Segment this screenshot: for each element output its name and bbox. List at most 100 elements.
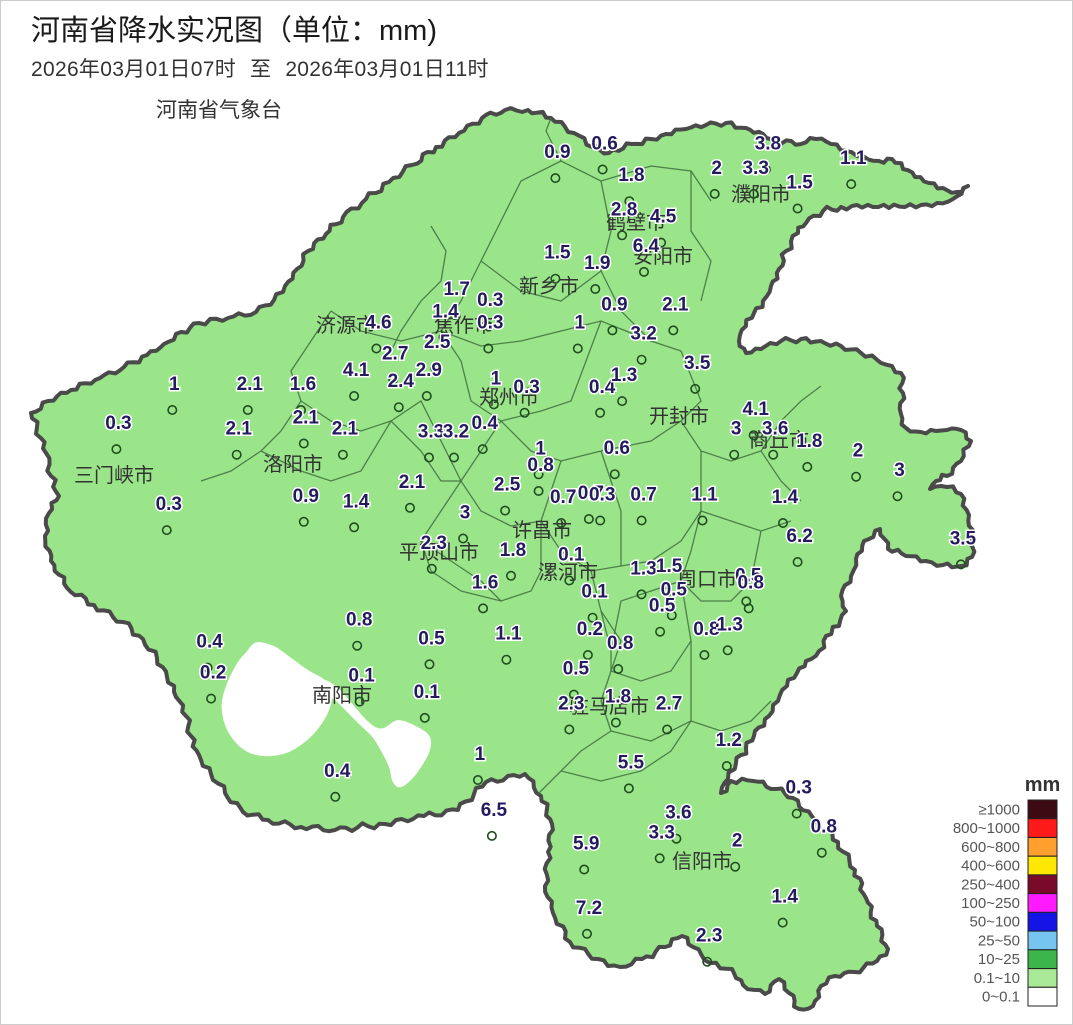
- svg-text:mm: mm: [1025, 774, 1061, 796]
- svg-text:5.9: 5.9: [573, 834, 599, 855]
- svg-text:0.7: 0.7: [550, 487, 576, 508]
- svg-text:2.3: 2.3: [558, 694, 584, 715]
- svg-text:7.2: 7.2: [576, 898, 602, 919]
- svg-text:3.3: 3.3: [648, 822, 674, 843]
- svg-text:1: 1: [575, 313, 586, 334]
- svg-text:0.1~10: 0.1~10: [974, 970, 1020, 987]
- svg-text:25~50: 25~50: [978, 933, 1020, 950]
- svg-text:0.8: 0.8: [607, 633, 633, 654]
- svg-text:1.8: 1.8: [796, 431, 822, 452]
- svg-text:0.5: 0.5: [649, 596, 676, 617]
- svg-text:4.1: 4.1: [343, 360, 370, 381]
- svg-text:0.3: 0.3: [105, 413, 131, 434]
- svg-text:2.3: 2.3: [696, 926, 722, 947]
- svg-text:0.4: 0.4: [196, 632, 223, 653]
- svg-text:2.1: 2.1: [662, 294, 689, 315]
- svg-text:1.3: 1.3: [716, 614, 742, 635]
- svg-text:1.4: 1.4: [772, 487, 799, 508]
- svg-text:1.2: 1.2: [716, 730, 742, 751]
- svg-text:4.1: 4.1: [742, 399, 769, 420]
- svg-text:2.1: 2.1: [225, 419, 252, 440]
- svg-text:2.1: 2.1: [399, 472, 426, 493]
- svg-text:250~400: 250~400: [961, 876, 1020, 893]
- svg-text:0.1: 0.1: [414, 682, 441, 703]
- svg-text:3.5: 3.5: [950, 528, 977, 549]
- svg-text:1.4: 1.4: [432, 301, 459, 322]
- svg-text:1.8: 1.8: [618, 165, 644, 186]
- svg-text:0.8: 0.8: [811, 817, 837, 838]
- svg-text:1: 1: [475, 744, 486, 765]
- svg-text:1.6: 1.6: [472, 572, 498, 593]
- svg-text:3.2: 3.2: [443, 422, 469, 443]
- svg-text:0.3: 0.3: [477, 313, 503, 334]
- svg-text:洛阳市: 洛阳市: [263, 453, 323, 476]
- svg-text:1.3: 1.3: [611, 365, 637, 386]
- svg-text:6.4: 6.4: [633, 236, 660, 257]
- svg-text:1.4: 1.4: [771, 887, 798, 908]
- svg-text:4.6: 4.6: [365, 313, 391, 334]
- svg-text:1.1: 1.1: [691, 485, 718, 506]
- svg-text:0.3: 0.3: [785, 778, 811, 799]
- svg-text:6.5: 6.5: [481, 800, 508, 821]
- svg-text:2.1: 2.1: [293, 408, 320, 429]
- svg-text:1.7: 1.7: [443, 279, 469, 300]
- svg-text:0~0.1: 0~0.1: [982, 989, 1020, 1006]
- svg-text:1.3: 1.3: [630, 558, 656, 579]
- svg-text:3.3: 3.3: [742, 158, 768, 179]
- svg-text:2.5: 2.5: [424, 332, 451, 353]
- svg-text:开封市: 开封市: [649, 405, 709, 428]
- svg-text:0.4: 0.4: [324, 761, 351, 782]
- svg-text:3: 3: [460, 503, 471, 524]
- svg-text:0.3: 0.3: [589, 485, 615, 506]
- svg-text:10~25: 10~25: [978, 951, 1020, 968]
- svg-text:5.5: 5.5: [618, 752, 645, 773]
- svg-text:4.5: 4.5: [650, 207, 677, 228]
- svg-text:1.5: 1.5: [544, 243, 571, 264]
- svg-text:2.1: 2.1: [332, 419, 359, 440]
- svg-text:3: 3: [731, 419, 742, 440]
- svg-text:0.8: 0.8: [527, 455, 553, 476]
- svg-text:0.3: 0.3: [513, 377, 539, 398]
- svg-text:0.9: 0.9: [601, 294, 627, 315]
- svg-text:0.6: 0.6: [604, 438, 630, 459]
- svg-text:50~100: 50~100: [970, 914, 1020, 931]
- svg-text:3.6: 3.6: [762, 419, 788, 440]
- svg-text:信阳市: 信阳市: [672, 850, 732, 873]
- svg-text:1.5: 1.5: [656, 556, 683, 577]
- svg-text:2.9: 2.9: [416, 360, 442, 381]
- svg-text:≥1000: ≥1000: [978, 801, 1020, 818]
- svg-text:1.1: 1.1: [495, 624, 522, 645]
- svg-text:2.4: 2.4: [388, 371, 415, 392]
- svg-text:1.9: 1.9: [584, 253, 610, 274]
- svg-text:2.8: 2.8: [611, 199, 637, 220]
- svg-text:0.6: 0.6: [591, 134, 617, 155]
- svg-text:1.5: 1.5: [786, 173, 813, 194]
- svg-text:濮阳市: 濮阳市: [731, 183, 791, 206]
- svg-text:600~800: 600~800: [961, 839, 1020, 856]
- svg-text:0.2: 0.2: [577, 619, 603, 640]
- svg-text:0.7: 0.7: [630, 485, 656, 506]
- svg-text:2.7: 2.7: [382, 343, 408, 364]
- svg-text:0.5: 0.5: [563, 659, 590, 680]
- svg-text:3.2: 3.2: [630, 324, 656, 345]
- svg-text:1: 1: [169, 374, 180, 395]
- svg-text:2: 2: [853, 441, 864, 462]
- svg-text:0.9: 0.9: [293, 486, 319, 507]
- svg-text:0.2: 0.2: [200, 663, 226, 684]
- svg-text:0.4: 0.4: [471, 413, 498, 434]
- svg-text:2.3: 2.3: [421, 533, 447, 554]
- svg-text:0.1: 0.1: [558, 545, 585, 566]
- svg-text:0.3: 0.3: [156, 494, 182, 515]
- svg-text:1.6: 1.6: [290, 374, 316, 395]
- svg-text:3.8: 3.8: [755, 134, 781, 155]
- svg-text:1.8: 1.8: [500, 540, 526, 561]
- svg-text:1.4: 1.4: [343, 491, 370, 512]
- svg-text:新乡市: 新乡市: [519, 275, 579, 298]
- svg-text:1.1: 1.1: [840, 148, 867, 169]
- svg-text:400~600: 400~600: [961, 858, 1020, 875]
- svg-text:3.3: 3.3: [418, 422, 444, 443]
- svg-text:3: 3: [894, 460, 905, 481]
- svg-text:许昌市: 许昌市: [512, 519, 572, 542]
- svg-text:2.5: 2.5: [494, 475, 521, 496]
- svg-text:3.5: 3.5: [684, 353, 711, 374]
